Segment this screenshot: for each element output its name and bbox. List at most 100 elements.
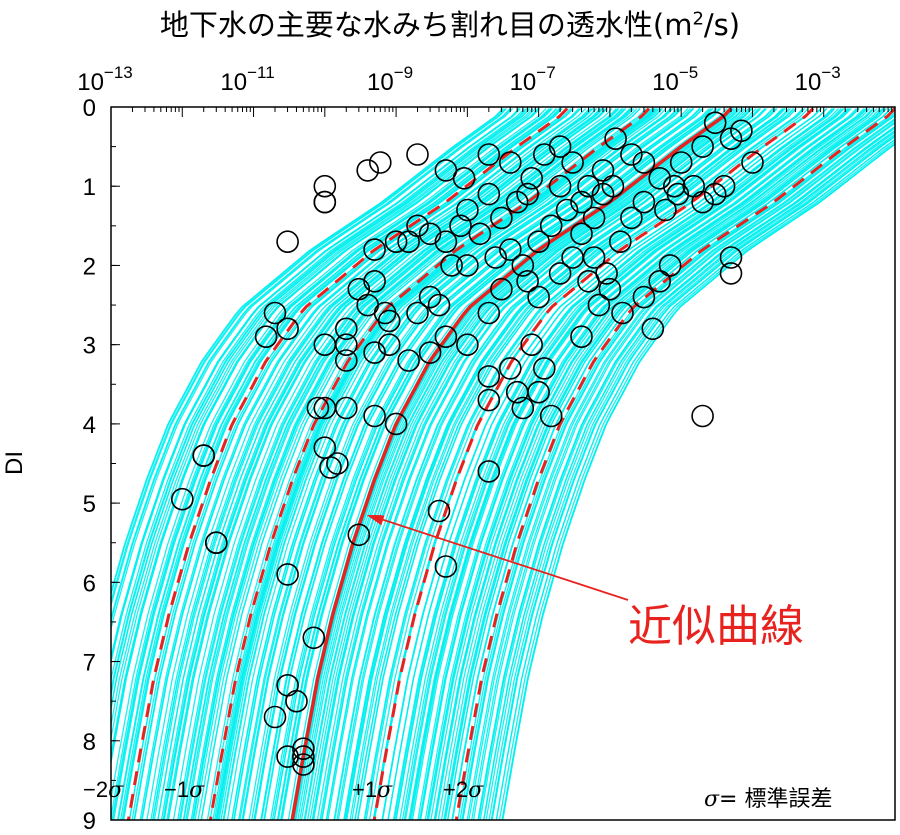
band-line [280,108,720,820]
data-point [334,317,358,341]
x-tick-label: 10−3 [795,63,841,96]
band-line [111,108,547,803]
y-tick-label: 1 [83,174,96,201]
band-line [468,119,895,820]
data-point [632,285,656,309]
band-line [392,108,833,820]
data-point [456,254,479,277]
band-line [111,108,528,700]
data-point [511,254,535,277]
data-point [477,365,501,388]
data-point [477,388,501,412]
sigma-note: σ= 標準誤差 [704,787,832,812]
band-line [182,108,623,820]
band-line [141,108,581,820]
band-line [111,108,534,729]
band-line [287,108,728,820]
data-point [276,745,299,768]
band-line [349,108,790,820]
band-line [434,108,875,820]
band-line [295,108,735,820]
data-point [452,167,476,190]
sigma-labels: −2σ −1σ +1σ +2σ [83,777,484,803]
fit-label-arrow [366,514,629,601]
band-line [218,108,659,820]
band-line [403,108,844,820]
band-line [300,108,741,820]
data-point [302,626,326,650]
band-line [444,108,885,820]
band-line [111,108,531,712]
band-line [206,108,647,820]
band-line [111,108,541,766]
data-point [477,182,501,206]
data-point [263,301,287,325]
data-point [440,254,463,277]
data-point [292,745,315,768]
data-point [632,190,656,214]
data-point [604,127,627,150]
band-line [157,108,598,820]
band-line [462,114,895,820]
band-line [417,108,857,820]
data-point [254,325,278,349]
x-tick-label: 10−7 [510,63,556,96]
band-line [120,108,560,820]
band-line [150,108,590,820]
x-tick-label: 10−13 [77,63,133,96]
data-point [703,182,727,206]
simulation-band [111,108,895,820]
band-line [239,108,680,820]
band-line [111,108,521,665]
x-axis: 10−13 10−11 10−9 10−7 10−5 10−3 [77,63,893,117]
band-line [364,108,804,820]
data-point [418,285,442,309]
sigma-label: −1σ [164,777,205,803]
band-line [111,108,507,608]
data-point [648,167,672,190]
data-point [712,174,736,198]
x-tick-label: 10−11 [220,63,274,96]
band-line [471,121,895,820]
band-line [320,108,761,820]
data-point [306,396,330,420]
data-point [192,444,215,467]
data-point [516,269,539,293]
data-point [548,174,572,198]
band-line [345,108,786,820]
data-point [319,456,342,479]
fit-curve-line [290,107,733,820]
band-line [479,127,895,820]
data-point [691,404,714,428]
data-point [347,523,371,547]
data-point [741,151,764,174]
data-point [434,230,458,253]
band-line [410,108,851,820]
data-point [384,412,408,436]
data-point [611,301,634,325]
data-point [641,317,665,341]
data-point [516,182,539,206]
band-line [212,108,653,820]
band-line [451,108,892,820]
data-point [377,333,401,357]
y-tick-label: 9 [83,808,96,835]
band-line [111,108,525,683]
data-point [598,277,622,301]
data-point [397,230,420,253]
data-point [532,143,556,166]
band-line [337,108,778,820]
band-line [336,108,777,820]
sigma-curve [454,107,895,820]
band-line [472,122,895,820]
band-line [213,108,654,820]
data-point [427,293,451,317]
data-point [582,206,606,230]
band-line [482,129,895,820]
data-point [406,301,429,325]
data-point [434,325,458,349]
data-point [490,277,513,301]
band-line [333,108,774,820]
band-line [319,108,760,820]
data-point [719,246,743,269]
